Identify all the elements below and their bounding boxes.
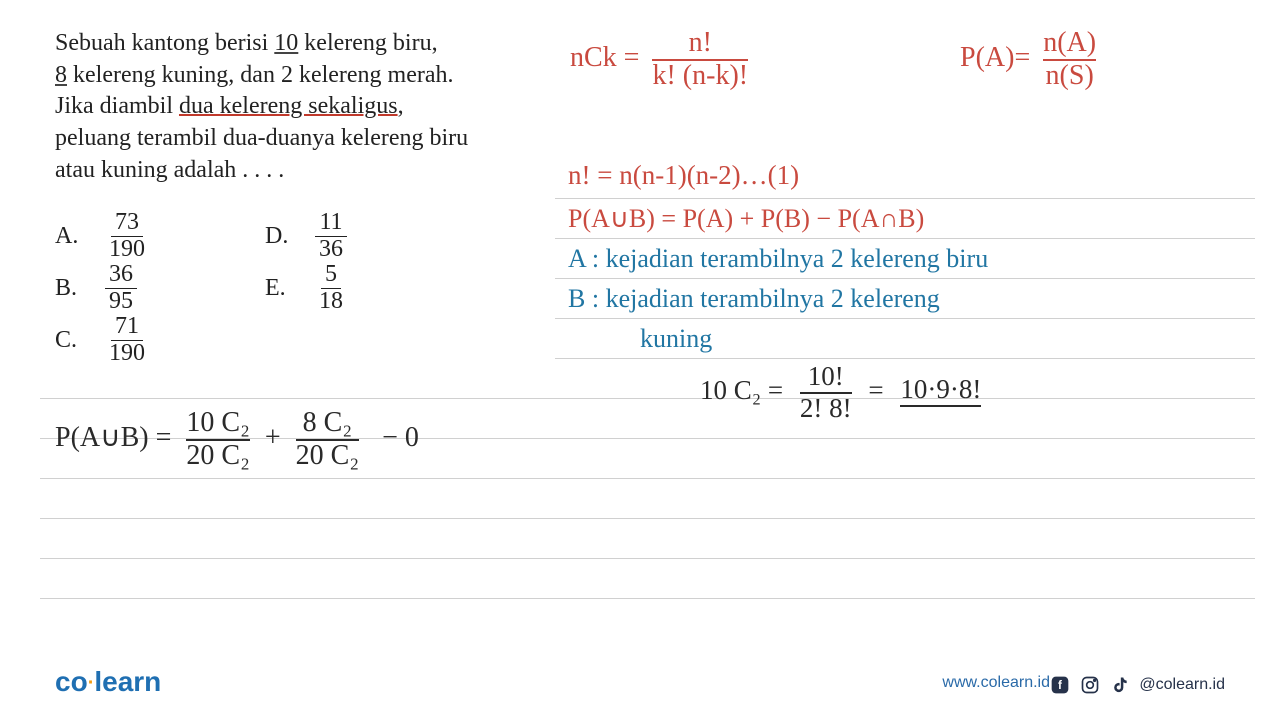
hw-10c2-eq: =: [868, 375, 883, 405]
option-b-num: 36: [105, 262, 137, 288]
option-e-label: E.: [265, 275, 315, 302]
options-col2: D. 11 36 E. 5 18: [265, 210, 347, 314]
hw-pa-frac: n(A) n(S): [1043, 28, 1096, 92]
rule-line: [40, 598, 1255, 599]
option-e-frac: 5 18: [315, 262, 347, 313]
rule-line: [40, 398, 1255, 399]
hw-pa-left: P(A)=: [960, 42, 1030, 73]
option-d: D. 11 36: [265, 210, 347, 262]
logo-learn: learn: [94, 666, 161, 697]
option-c-frac: 71 190: [105, 314, 149, 365]
option-b-frac: 36 95: [105, 262, 137, 313]
option-e-den: 18: [315, 289, 347, 314]
hw-paub-plus: +: [265, 422, 281, 453]
rule-line: [40, 558, 1255, 559]
logo-dot: ·: [88, 672, 95, 694]
underline-10: 10: [274, 30, 298, 56]
facebook-icon: f: [1049, 674, 1071, 696]
hw-def-a: A : kejadian terambilnya 2 kelereng biru: [568, 244, 988, 274]
hw-10c2-frac1: 10! 2! 8!: [800, 362, 852, 423]
problem-line4: peluang terambil dua-duanya kelereng bir…: [55, 125, 468, 151]
problem-line1b: kelereng biru,: [298, 30, 437, 56]
rule-line: [40, 478, 1255, 479]
tiktok-icon: [1109, 674, 1131, 696]
option-c: C. 71 190: [55, 314, 149, 366]
hw-paub-t1: 10 C₂ 20 C₂: [186, 408, 249, 472]
problem-line3b: ,: [398, 93, 404, 119]
option-c-den: 190: [105, 341, 149, 366]
instagram-icon: [1079, 674, 1101, 696]
problem-text: Sebuah kantong berisi 10 kelereng biru, …: [55, 28, 535, 186]
option-d-frac: 11 36: [315, 210, 347, 261]
footer-url: www.colearn.id: [942, 674, 1050, 692]
hw-pa-num: n(A): [1043, 28, 1096, 59]
problem-line1a: Sebuah kantong berisi: [55, 30, 274, 56]
hw-10c2-num1: 10!: [800, 362, 852, 392]
option-a-frac: 73 190: [105, 210, 149, 261]
option-c-label: C.: [55, 327, 105, 354]
underline-8: 8: [55, 62, 67, 88]
hw-10c2-frac2: 10·9·8!: [900, 375, 981, 411]
option-d-label: D.: [265, 223, 315, 250]
option-a-label: A.: [55, 223, 105, 250]
hw-nck-den: k! (n-k)!: [652, 59, 748, 92]
option-b-den: 95: [105, 289, 137, 314]
hw-10c2-num2: 10·9·8!: [900, 375, 981, 407]
option-b-label: B.: [55, 275, 105, 302]
social-row: f @colearn.id: [1049, 674, 1225, 696]
options-col1: A. 73 190 B. 36 95 C. 71 190: [55, 210, 149, 366]
underline-red: dua kelereng sekaligus: [179, 93, 398, 119]
social-handle: @colearn.id: [1139, 676, 1225, 694]
option-a-den: 190: [105, 237, 149, 262]
option-a-num: 73: [111, 210, 143, 236]
logo-co: co: [55, 666, 88, 697]
option-a: A. 73 190: [55, 210, 149, 262]
option-b: B. 36 95: [55, 262, 149, 314]
rule-line: [555, 358, 1255, 359]
option-d-num: 11: [315, 210, 346, 236]
rule-line: [555, 238, 1255, 239]
hw-nck-left: nCk =: [570, 42, 639, 73]
hw-paub-formula: P(A∪B) = P(A) + P(B) − P(A∩B): [568, 204, 924, 234]
hw-paub-calc: P(A∪B) = 10 C₂ 20 C₂ + 8 C₂ 20 C₂ − 0: [55, 408, 419, 472]
hw-10c2-den1: 2! 8!: [800, 392, 852, 424]
rule-line: [40, 518, 1255, 519]
hw-nfact: n! = n(n-1)(n-2)…(1): [568, 160, 799, 191]
problem-line3a: Jika diambil: [55, 93, 179, 119]
rule-line: [555, 198, 1255, 199]
hw-paub-t1-den: 20 C₂: [186, 439, 249, 472]
hw-paub-t1-num: 10 C₂: [186, 408, 249, 439]
hw-paub-t2-num: 8 C₂: [296, 408, 359, 439]
logo: co·learn: [55, 666, 161, 698]
hw-10c2-left: 10 C₂ =: [700, 375, 783, 405]
hw-paub-calc-left: P(A∪B) =: [55, 422, 171, 453]
option-c-num: 71: [111, 314, 143, 340]
rule-line: [555, 278, 1255, 279]
hw-paub-minus-zero: − 0: [382, 422, 419, 453]
hw-nck: nCk = n! k! (n-k)!: [570, 28, 748, 92]
page: Sebuah kantong berisi 10 kelereng biru, …: [0, 0, 1280, 720]
rule-line: [555, 318, 1255, 319]
option-e-num: 5: [321, 262, 341, 288]
hw-10c2: 10 C₂ = 10! 2! 8! = 10·9·8!: [700, 362, 981, 423]
hw-def-b1: B : kejadian terambilnya 2 kelereng: [568, 284, 940, 314]
hw-paub-t2-den: 20 C₂: [296, 439, 359, 472]
problem-line5: atau kuning adalah . . . .: [55, 157, 284, 183]
hw-nck-num: n!: [652, 28, 748, 59]
svg-text:f: f: [1058, 679, 1062, 692]
option-e: E. 5 18: [265, 262, 347, 314]
problem-line2b: kelereng kuning, dan 2 kelereng merah.: [67, 62, 454, 88]
hw-paub-t2: 8 C₂ 20 C₂: [296, 408, 359, 472]
option-d-den: 36: [315, 237, 347, 262]
hw-pa: P(A)= n(A) n(S): [960, 28, 1096, 92]
hw-nck-frac: n! k! (n-k)!: [652, 28, 748, 92]
hw-def-b2: kuning: [640, 324, 712, 354]
hw-pa-den: n(S): [1043, 59, 1096, 92]
